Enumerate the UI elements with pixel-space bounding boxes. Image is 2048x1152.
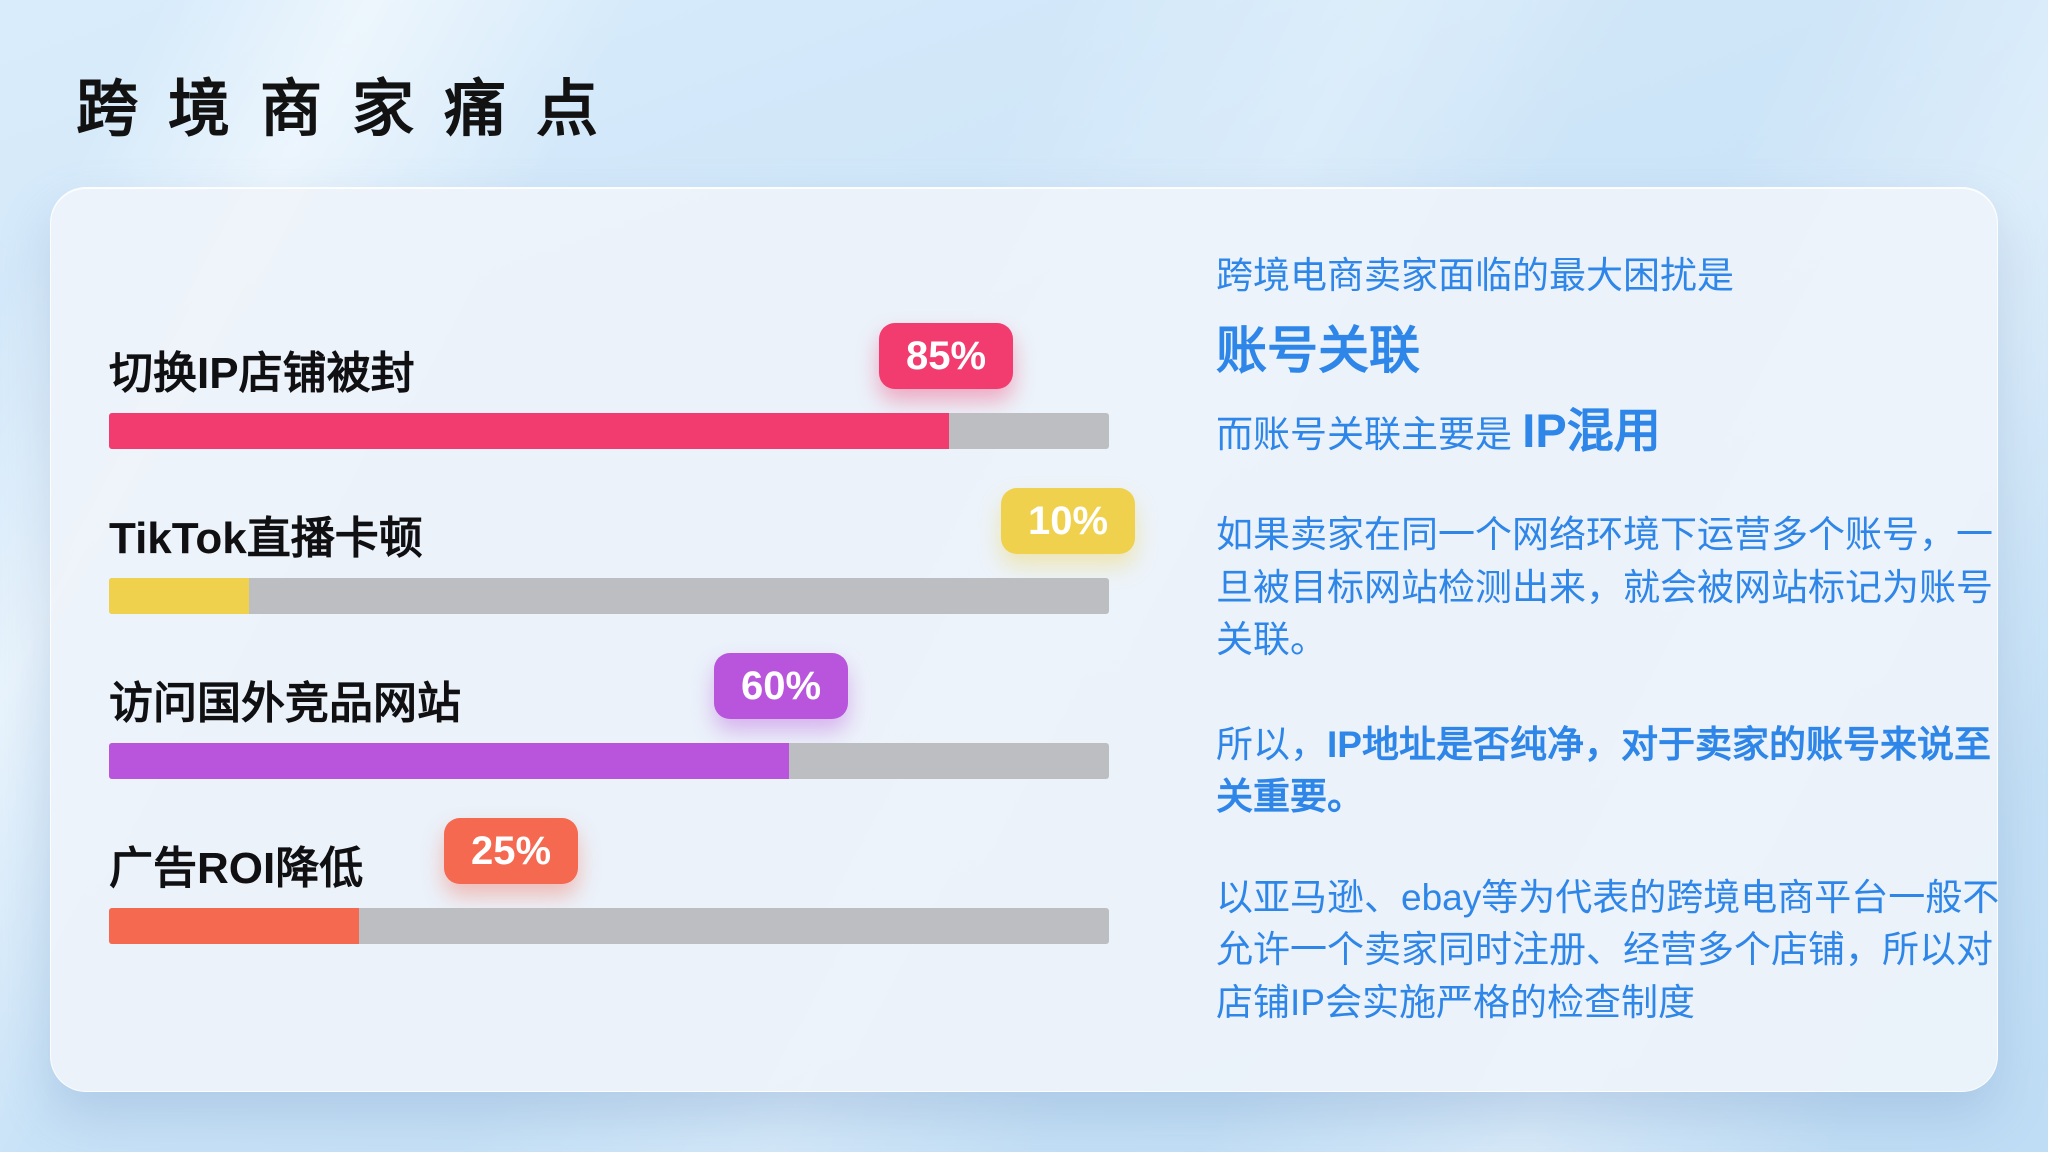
panel-paragraph-detect: 如果卖家在同一个网络环境下运营多个账号，一旦被目标网站检测出来，就会被网站标记为…	[1216, 514, 1993, 661]
bar-value-badge: 60%	[714, 653, 849, 719]
bar-value-badge: 10%	[1001, 488, 1136, 554]
bar-value-badge: 85%	[879, 323, 1014, 389]
bar-row: 访问国外竞品网站 60%	[109, 653, 1109, 783]
bar-value-badge: 25%	[444, 818, 579, 884]
bar-fill	[109, 578, 249, 614]
bar-fill	[109, 908, 359, 944]
panel-subline-highlight: IP混用	[1522, 404, 1661, 458]
bar-row: 广告ROI降低 25%	[109, 818, 1109, 948]
bar-track	[109, 413, 1109, 449]
bar-label: TikTok直播卡顿	[109, 514, 423, 563]
panel-paragraph-important: 所以，IP地址是否纯净，对于卖家的账号来说至关重要。	[1216, 719, 2006, 824]
panel-headline: 账号关联	[1216, 321, 1421, 379]
bar-chart: 切换IP店铺被封 85% TikTok直播卡顿 10% 访问国外竞品网站 60% 广告ROI…	[109, 188, 1136, 1091]
bar-track	[109, 743, 1109, 779]
bar-label: 切换IP店铺被封	[109, 349, 415, 398]
bar-track	[109, 578, 1109, 614]
bar-label: 访问国外竞品网站	[109, 679, 461, 728]
panel-intro-text: 跨境电商卖家面临的最大困扰是	[1216, 255, 1734, 296]
important-prefix: 所以，	[1216, 723, 1327, 765]
bar-track	[109, 908, 1109, 944]
bar-row: 切换IP店铺被封 85%	[109, 323, 1109, 453]
bar-label: 广告ROI降低	[109, 844, 364, 893]
panel-paragraph-platforms: 以亚马逊、ebay等为代表的跨境电商平台一般不允许一个卖家同时注册、经营多个店铺…	[1216, 876, 2000, 1023]
right-text-panel: 跨境电商卖家面临的最大困扰是 账号关联 而账号关联主要是 IP混用 如果卖家在同…	[1216, 250, 2006, 1029]
bar-row: TikTok直播卡顿 10%	[109, 488, 1136, 618]
bar-fill	[109, 743, 789, 779]
page-title: 跨境商家痛点	[76, 75, 629, 144]
panel-subline: 而账号关联主要是 IP混用	[1216, 398, 2006, 465]
panel-subline-prefix: 而账号关联主要是	[1216, 414, 1523, 456]
bar-fill	[109, 413, 949, 449]
content-card: 切换IP店铺被封 85% TikTok直播卡顿 10% 访问国外竞品网站 60% 广告ROI…	[50, 187, 1999, 1092]
important-bold-text: IP地址是否纯净，对于卖家的账号来说至关重要。	[1216, 723, 1991, 818]
